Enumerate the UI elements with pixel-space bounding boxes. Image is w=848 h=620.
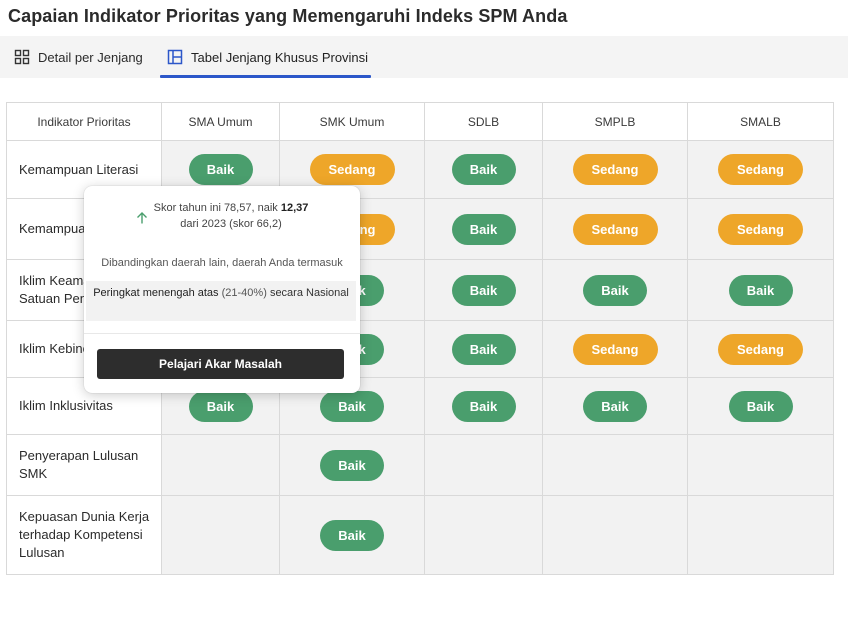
table-cell xyxy=(161,495,280,575)
status-badge[interactable]: Baik xyxy=(451,213,516,245)
score-summary: Skor tahun ini 78,57, naik 12,37 dari 20… xyxy=(84,200,360,232)
table-cell: Sedang xyxy=(687,140,834,199)
table-layout-icon xyxy=(167,49,183,65)
table-cell: Sedang xyxy=(542,198,688,260)
tab-label: Tabel Jenjang Khusus Provinsi xyxy=(191,49,369,65)
table-cell: Sedang xyxy=(687,198,834,260)
status-badge[interactable]: Sedang xyxy=(309,154,395,185)
popover-divider xyxy=(84,333,360,334)
score-increase: 12,37 xyxy=(280,202,309,214)
table-cell: Baik xyxy=(424,198,543,260)
table-cell: Baik xyxy=(687,377,834,435)
status-badge[interactable]: Baik xyxy=(320,390,384,422)
table-cell: Baik xyxy=(424,259,543,321)
status-badge[interactable]: Sedang xyxy=(718,154,803,185)
status-badge[interactable]: Sedang xyxy=(718,213,803,245)
status-badge[interactable]: Baik xyxy=(451,333,516,365)
pelajari-akar-masalah-button[interactable]: Pelajari Akar Masalah xyxy=(97,349,344,379)
table-row: Kepuasan Dunia Kerja terhadap Kompetensi… xyxy=(6,495,834,575)
table-cell xyxy=(687,495,834,575)
header-smplb: SMPLB xyxy=(542,102,688,141)
status-badge[interactable]: Baik xyxy=(188,390,253,422)
table-cell: Baik xyxy=(542,259,688,321)
table-cell xyxy=(424,434,543,496)
status-badge[interactable]: Sedang xyxy=(572,333,658,365)
status-badge[interactable]: Baik xyxy=(583,390,647,422)
table-cell xyxy=(161,434,280,496)
tab-detail-per-jenjang[interactable]: Detail per Jenjang xyxy=(14,36,143,78)
header-smalb: SMALB xyxy=(687,102,834,141)
score-text: Skor tahun ini 78,57, naik xyxy=(153,202,281,214)
tab-tabel-jenjang-khusus-provinsi[interactable]: Tabel Jenjang Khusus Provinsi xyxy=(160,36,371,78)
table-cell: Baik xyxy=(424,377,543,435)
table-cell: Baik xyxy=(279,434,425,496)
table-cell xyxy=(424,495,543,575)
status-badge[interactable]: Baik xyxy=(320,449,384,481)
page-title: Capaian Indikator Prioritas yang Memenga… xyxy=(8,6,568,26)
table-header-row: Indikator Prioritas SMA Umum SMK Umum SD… xyxy=(6,102,834,141)
rank-label: Peringkat menengah atas xyxy=(93,287,219,299)
arrow-up-icon xyxy=(137,212,147,224)
table-cell: Baik xyxy=(279,495,425,575)
row-label: Kepuasan Dunia Kerja terhadap Kompetensi… xyxy=(6,495,162,575)
score-popover: Skor tahun ini 78,57, naik 12,37 dari 20… xyxy=(84,186,360,393)
status-badge[interactable]: Baik xyxy=(583,274,647,306)
row-label: Penyerapan Lulusan SMK xyxy=(6,434,162,496)
status-badge[interactable]: Baik xyxy=(188,154,253,185)
table-cell xyxy=(542,434,688,496)
rank-percent: (21-40%) xyxy=(221,287,267,299)
table-cell: Baik xyxy=(542,377,688,435)
status-badge[interactable]: Baik xyxy=(728,274,793,306)
table-cell xyxy=(687,434,834,496)
table-cell xyxy=(542,495,688,575)
status-badge[interactable]: Sedang xyxy=(572,154,658,185)
header-sdlb: SDLB xyxy=(424,102,543,141)
header-indikator-prioritas: Indikator Prioritas xyxy=(6,102,162,141)
status-badge[interactable]: Sedang xyxy=(572,213,658,245)
table-row: Penyerapan Lulusan SMK Baik xyxy=(6,434,834,496)
table-cell: Sedang xyxy=(687,320,834,378)
tab-bar: Detail per Jenjang Tabel Jenjang Khusus … xyxy=(0,36,848,78)
status-badge[interactable]: Sedang xyxy=(718,333,803,365)
score-previous: dari 2023 (skor 66,2) xyxy=(180,218,282,230)
header-sma-umum: SMA Umum xyxy=(161,102,280,141)
table-cell: Baik xyxy=(687,259,834,321)
status-badge[interactable]: Baik xyxy=(728,390,793,422)
status-badge[interactable]: Baik xyxy=(320,519,384,551)
status-badge[interactable]: Baik xyxy=(451,390,516,422)
table-cell: Baik xyxy=(424,140,543,199)
compare-text: Dibandingkan daerah lain, daerah Anda te… xyxy=(101,257,343,269)
table-cell: Sedang xyxy=(542,320,688,378)
table-cell: Sedang xyxy=(542,140,688,199)
rank-box: Peringkat menengah atas (21-40%) secara … xyxy=(86,281,356,321)
status-badge[interactable]: Baik xyxy=(451,154,516,185)
status-badge[interactable]: Baik xyxy=(451,274,516,306)
table-cell: Baik xyxy=(424,320,543,378)
grid-icon xyxy=(14,49,30,65)
tab-label: Detail per Jenjang xyxy=(38,49,143,65)
rank-suffix: secara Nasional xyxy=(269,287,349,299)
header-smk-umum: SMK Umum xyxy=(279,102,425,141)
